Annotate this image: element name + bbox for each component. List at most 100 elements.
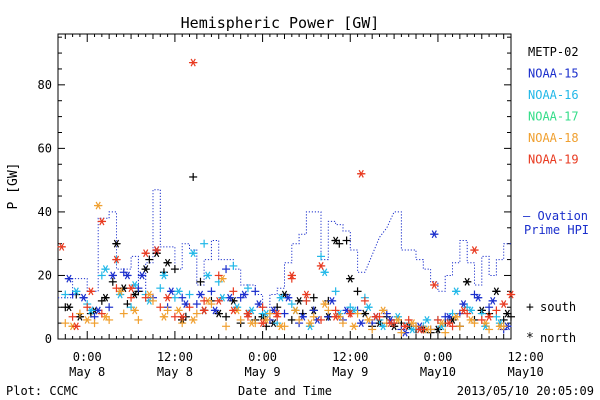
south-point xyxy=(119,309,128,318)
x-tick-sublabel: May10 xyxy=(420,365,456,379)
north-point xyxy=(349,322,359,331)
north-point xyxy=(178,312,187,321)
south-point xyxy=(141,293,150,302)
north-point xyxy=(199,306,209,315)
legend-entry-noaa-15: NOAA-15 xyxy=(528,67,579,81)
x-tick-sublabel: May 8 xyxy=(69,365,105,379)
north-point xyxy=(357,169,366,178)
north-point xyxy=(378,306,388,315)
south-point xyxy=(236,315,245,324)
legend-entry-noaa-18: NOAA-18 xyxy=(528,131,579,145)
south-point xyxy=(108,277,117,286)
south-point xyxy=(251,287,260,296)
x-tick-sublabel: May 9 xyxy=(245,365,281,379)
north-point xyxy=(481,319,490,328)
y-tick-label: 0 xyxy=(45,332,52,346)
south-point xyxy=(170,293,179,302)
north-point xyxy=(470,246,479,254)
north-point xyxy=(210,306,220,315)
south-point xyxy=(485,325,494,334)
north-point xyxy=(346,309,355,318)
north-point xyxy=(79,293,88,302)
marker-legend-north-symbol: * xyxy=(526,331,534,346)
south-point xyxy=(207,287,216,296)
north-point xyxy=(360,309,370,318)
north-point xyxy=(291,306,300,315)
south-point xyxy=(441,328,450,337)
north-point xyxy=(331,312,340,321)
north-point xyxy=(101,312,110,321)
north-point xyxy=(327,296,337,305)
south-point xyxy=(353,309,362,318)
south-point xyxy=(200,239,209,248)
north-point xyxy=(203,271,212,280)
south-point xyxy=(265,309,274,318)
north-point xyxy=(258,319,267,328)
north-point xyxy=(484,312,494,321)
ovation-legend-label-2: Prime HPI xyxy=(524,223,589,237)
south-point xyxy=(229,287,238,296)
plot-area-frame xyxy=(57,33,512,340)
north-point xyxy=(294,296,304,305)
south-point xyxy=(83,303,92,312)
north-point xyxy=(141,265,150,274)
south-point xyxy=(477,315,486,324)
legend-entry-noaa-16: NOAA-16 xyxy=(528,88,579,102)
south-point xyxy=(360,296,369,305)
x-tick-label: 12:00 xyxy=(332,350,368,364)
north-point xyxy=(188,249,198,258)
north-point xyxy=(167,287,176,296)
north-point xyxy=(247,319,256,328)
north-point xyxy=(152,246,161,254)
x-tick-sublabel: May 9 xyxy=(332,365,368,379)
south-point xyxy=(222,322,231,331)
north-point xyxy=(462,277,472,286)
north-point xyxy=(422,316,432,324)
north-point xyxy=(452,312,461,321)
south-point xyxy=(163,306,172,315)
series-noaa-19 xyxy=(57,58,516,334)
north-point xyxy=(276,293,286,302)
south-point xyxy=(309,293,318,302)
south-point xyxy=(258,303,267,312)
data-points xyxy=(57,58,516,337)
south-point xyxy=(214,271,223,280)
legend-entry-metp-02: METP-02 xyxy=(528,45,579,59)
south-point xyxy=(178,319,187,328)
north-point xyxy=(108,271,117,280)
south-point xyxy=(97,309,106,318)
north-point xyxy=(320,300,329,308)
south-point xyxy=(317,252,326,261)
north-point xyxy=(130,281,139,289)
legend-entry-noaa-17: NOAA-17 xyxy=(528,110,579,124)
y-tick-label: 60 xyxy=(38,141,52,155)
y-tick-label: 40 xyxy=(38,205,52,219)
legend: METP-02 NOAA-15 NOAA-16 NOAA-17 NOAA-18 NOAA-… xyxy=(528,45,579,167)
south-point xyxy=(61,319,70,328)
south-point xyxy=(127,293,136,302)
south-point xyxy=(353,287,362,296)
north-point xyxy=(214,309,223,318)
north-point xyxy=(506,290,516,299)
footer-plot-source: Plot: CCMC xyxy=(6,384,78,398)
north-point xyxy=(331,236,340,245)
north-point xyxy=(214,296,223,305)
north-point xyxy=(430,281,439,289)
south-point xyxy=(342,236,351,245)
chart-title: Hemispheric Power [GW] xyxy=(181,14,380,32)
north-point xyxy=(272,309,282,318)
north-point xyxy=(503,309,512,318)
north-point xyxy=(305,319,315,328)
south-point xyxy=(148,296,157,305)
south-point xyxy=(156,284,165,293)
south-point xyxy=(331,306,340,315)
south-point xyxy=(455,322,464,331)
series-noaa-18 xyxy=(61,201,508,337)
north-point xyxy=(488,296,497,305)
north-point xyxy=(123,271,132,280)
north-point xyxy=(137,271,147,280)
south-point xyxy=(170,265,179,274)
south-point xyxy=(68,312,77,321)
north-point xyxy=(459,306,468,315)
x-tick-label: 0:00 xyxy=(73,350,102,364)
